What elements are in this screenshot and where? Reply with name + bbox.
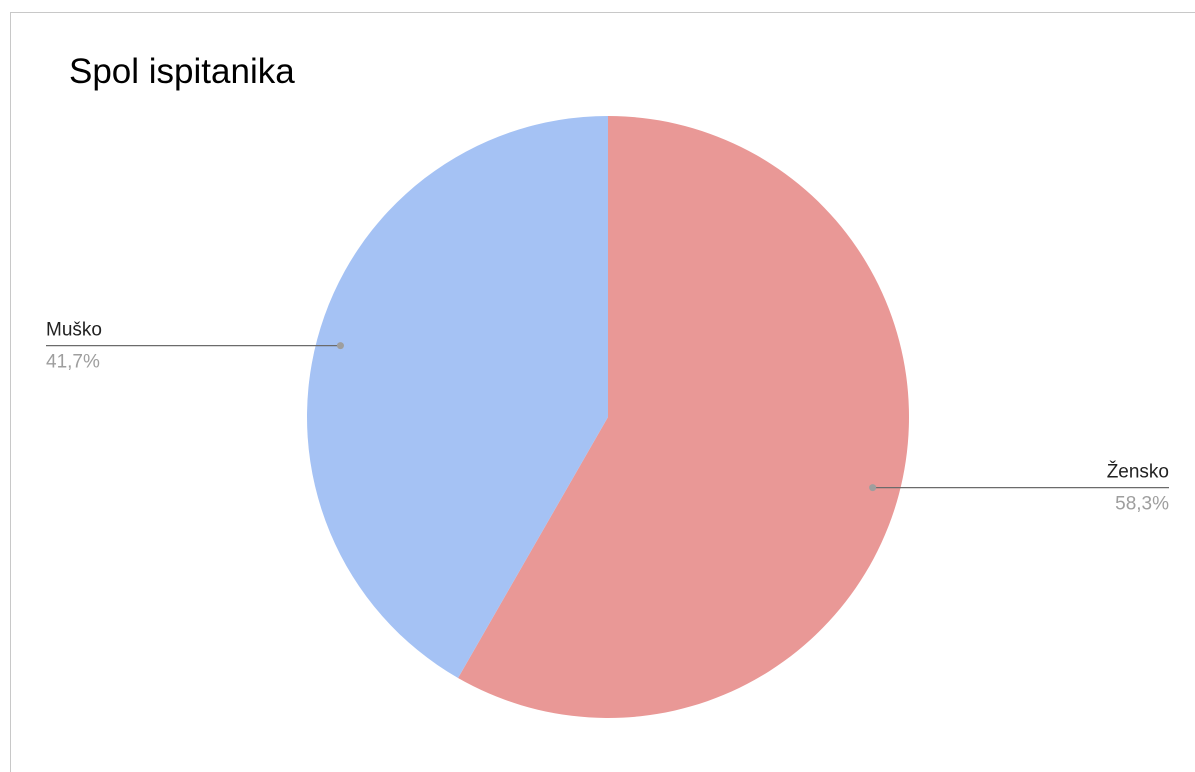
slice-label-zensko: Žensko [1107,461,1169,483]
slice-percent-zensko: 58,3% [1115,494,1169,515]
slice-label-musko: Muško [46,320,102,341]
chart-title: Spol ispitanika [69,52,295,91]
pie-slice-zensko[interactable] [458,116,910,718]
leader-dot-musko [336,342,344,350]
leader-dot-zensko [869,484,877,492]
pie-chart: Žensko 58,3% Muško 41,7% [46,116,1169,718]
pie-slice-musko[interactable] [307,116,608,678]
chart-frame [10,12,1195,772]
slice-percent-musko: 41,7% [46,352,100,373]
